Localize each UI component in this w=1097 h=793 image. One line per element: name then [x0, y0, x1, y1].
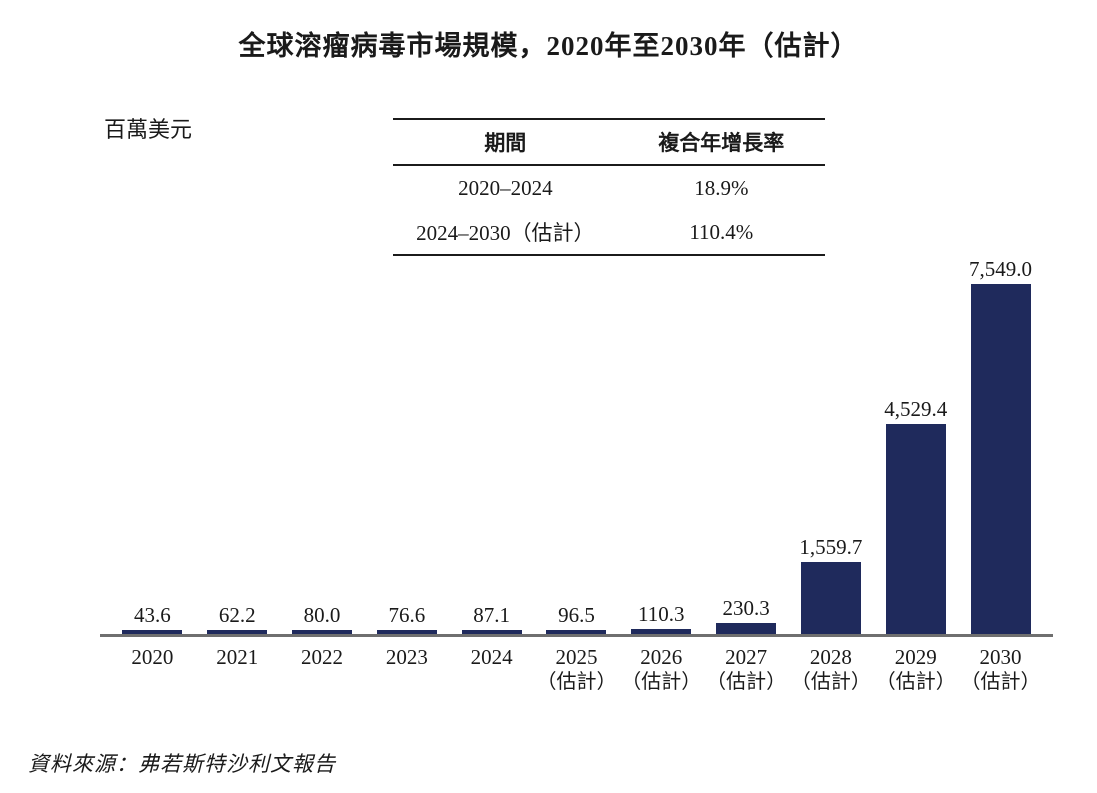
- x-tick-year: 2029: [894, 645, 937, 669]
- bar-chart-plot-area: 43.6 62.2 80.0 76.6 87.1 96.5 110.3 230.3 1,559.…: [100, 255, 1053, 637]
- x-tick-label: 2024: [449, 645, 534, 694]
- x-tick-estimate-label: （估計）: [706, 671, 787, 693]
- x-tick-estimate-label: （估計）: [621, 671, 702, 693]
- x-tick-year: 2025: [555, 645, 598, 669]
- bar-value-label: 4,529.4: [884, 397, 948, 421]
- bar-value-label: 87.1: [473, 603, 511, 627]
- x-tick-year: 2030: [979, 645, 1022, 669]
- x-tick-year: 2022: [301, 645, 344, 669]
- bar-column: 80.0: [280, 603, 365, 634]
- x-tick-estimate-label: （估計）: [790, 671, 871, 693]
- x-tick-estimate-label: （估計）: [875, 671, 956, 693]
- x-tick-label: 2028 （估計）: [789, 645, 874, 694]
- cagr-table-row: 2020–2024 18.9%: [393, 165, 825, 210]
- x-tick-estimate-label: （估計）: [536, 671, 617, 693]
- bar: [122, 630, 183, 634]
- bar-column: 230.3: [704, 596, 789, 634]
- x-tick-label: 2027 （估計）: [704, 645, 789, 694]
- bar: [885, 424, 946, 634]
- x-tick-label: 2022: [280, 645, 365, 694]
- x-axis-labels: 2020 2021 2022 2023 2024 2025 （估計） 2026 （估計） 2027…: [100, 645, 1053, 694]
- bar-column: 110.3: [619, 602, 704, 634]
- bar: [716, 623, 777, 634]
- bar-value-label: 80.0: [303, 603, 341, 627]
- cagr-value-cell: 18.9%: [694, 175, 749, 200]
- x-tick-year: 2023: [385, 645, 428, 669]
- chart-title: 全球溶瘤病毒市場規模，2020年至2030年（估計）: [238, 31, 859, 61]
- x-tick-label: 2029 （估計）: [873, 645, 958, 694]
- bar: [546, 630, 607, 634]
- bar-column: 87.1: [449, 603, 534, 634]
- x-tick-year: 2020: [131, 645, 174, 669]
- bar-column: 1,559.7: [789, 535, 874, 634]
- cagr-table: 期間 複合年增長率 2020–2024 18.9% 2024–2030（估計） …: [393, 118, 825, 256]
- bar: [207, 630, 268, 634]
- bar-value-label: 7,549.0: [969, 257, 1033, 281]
- cagr-table-header-period: 期間: [484, 131, 527, 155]
- bar-value-label: 76.6: [388, 603, 426, 627]
- cagr-period-cell: 2024–2030（估計）: [416, 221, 595, 245]
- bar-value-label: 1,559.7: [799, 535, 863, 559]
- cagr-table-header-cagr: 複合年增長率: [658, 131, 785, 155]
- x-tick-label: 2020: [110, 645, 195, 694]
- bar-value-label: 43.6: [134, 603, 171, 627]
- cagr-table-row: 2024–2030（估計） 110.4%: [393, 210, 825, 255]
- bar: [800, 562, 861, 634]
- cagr-value-cell: 110.4%: [689, 219, 754, 244]
- x-tick-year: 2021: [216, 645, 259, 669]
- bar-value-label: 230.3: [722, 596, 770, 620]
- bar: [292, 630, 353, 634]
- bar: [376, 630, 437, 634]
- bar-column: 7,549.0: [958, 257, 1043, 634]
- bar-column: 62.2: [195, 603, 280, 634]
- bar-column: 43.6: [110, 603, 195, 634]
- x-tick-label: 2021: [195, 645, 280, 694]
- x-tick-label: 2023: [364, 645, 449, 694]
- x-tick-label: 2025 （估計）: [534, 645, 619, 694]
- x-tick-label: 2030 （估計）: [958, 645, 1043, 694]
- bar-value-label: 110.3: [638, 602, 685, 626]
- source-note: 資料來源：弗若斯特沙利文報告: [28, 752, 336, 776]
- cagr-period-cell: 2020–2024: [458, 175, 553, 200]
- bar: [631, 629, 692, 634]
- x-tick-year: 2024: [470, 645, 513, 669]
- bar-column: 96.5: [534, 603, 619, 634]
- y-axis-unit-label: 百萬美元: [104, 117, 193, 142]
- x-tick-label: 2026 （估計）: [619, 645, 704, 694]
- bar-column: 4,529.4: [873, 397, 958, 634]
- bar-column: 76.6: [364, 603, 449, 634]
- x-tick-year: 2028: [809, 645, 852, 669]
- x-tick-estimate-label: （估計）: [960, 671, 1041, 693]
- cagr-table-header-row: 期間 複合年增長率: [393, 119, 825, 165]
- x-tick-year: 2026: [640, 645, 683, 669]
- x-tick-year: 2027: [725, 645, 768, 669]
- bar-value-label: 96.5: [558, 603, 595, 627]
- bar: [970, 284, 1031, 634]
- bar: [461, 630, 522, 634]
- bar-value-label: 62.2: [218, 603, 256, 627]
